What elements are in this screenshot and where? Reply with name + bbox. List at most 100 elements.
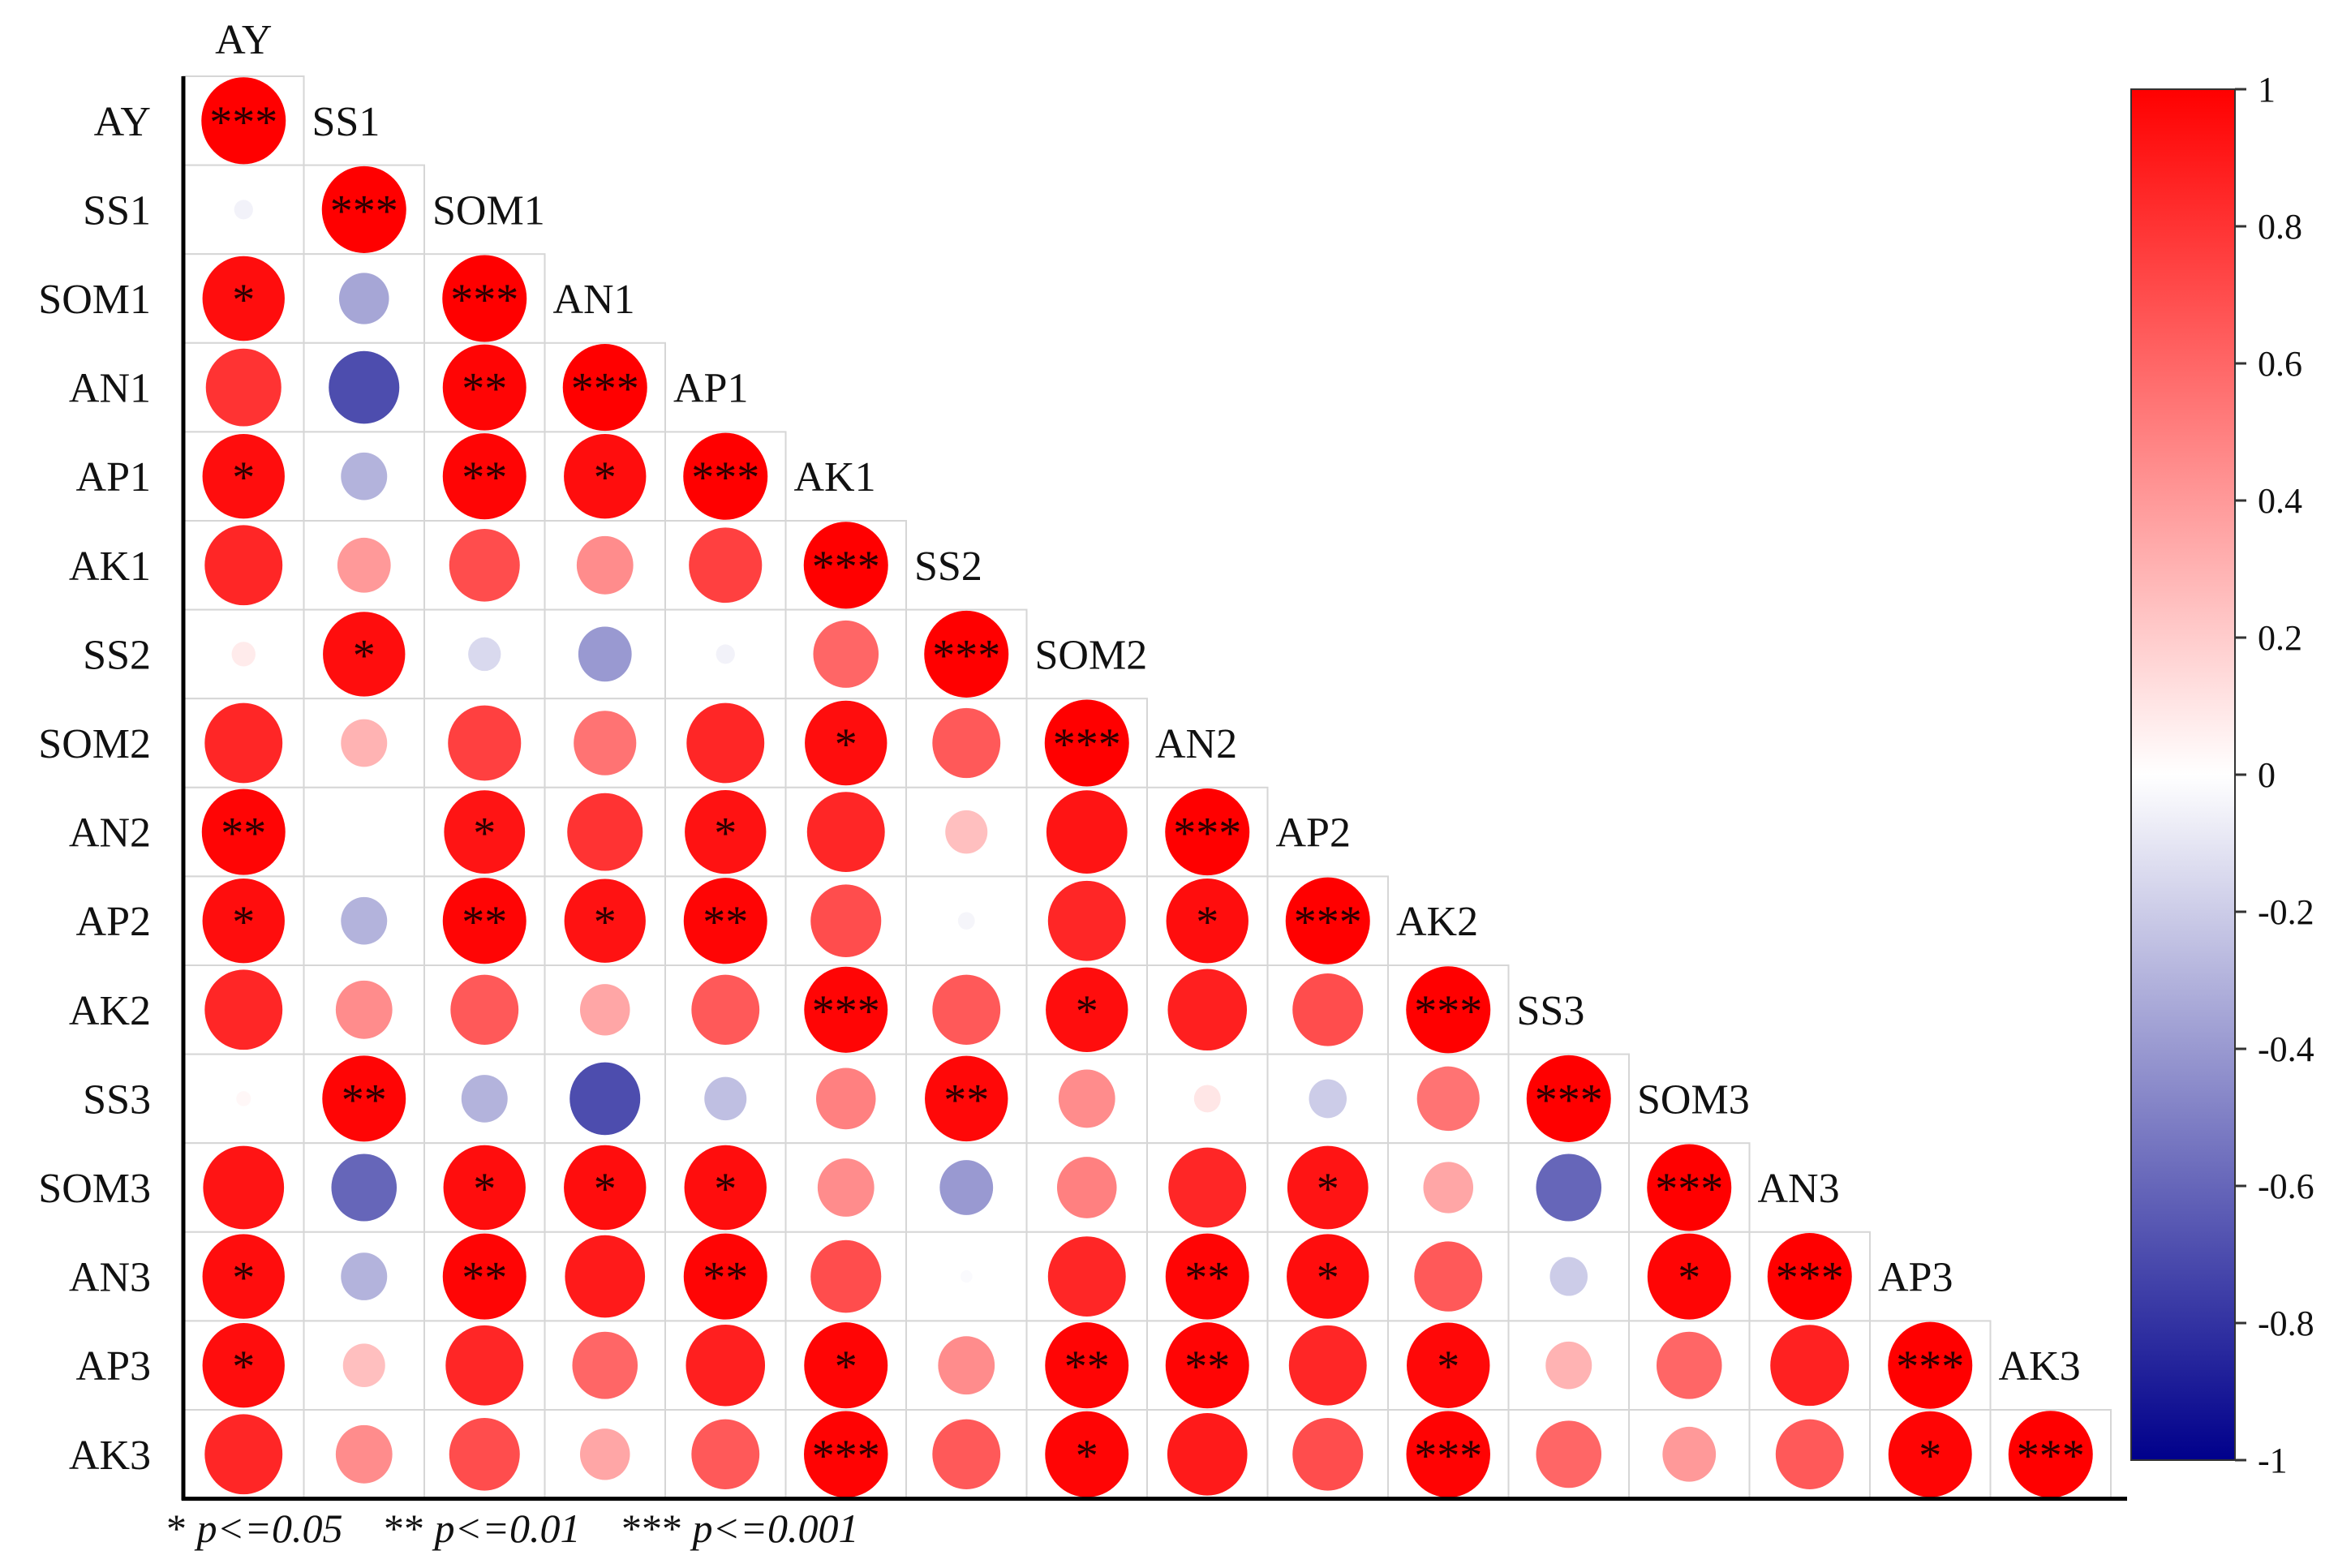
correlation-circle bbox=[685, 1324, 766, 1407]
significance-marker: *** bbox=[1053, 720, 1121, 770]
significance-marker: * bbox=[1437, 1342, 1459, 1392]
correlation-circle bbox=[1647, 1233, 1731, 1320]
correlation-circle bbox=[815, 1068, 876, 1130]
row-label: AP2 bbox=[76, 899, 151, 945]
correlation-circle bbox=[1407, 1322, 1490, 1408]
correlation-circle bbox=[1647, 1144, 1732, 1231]
correlation-circle bbox=[572, 1331, 638, 1399]
correlation-circle bbox=[468, 637, 501, 672]
correlation-circle bbox=[202, 433, 285, 519]
correlation-circle bbox=[1167, 969, 1248, 1051]
significance-marker: * bbox=[473, 1164, 496, 1214]
axes-layer bbox=[181, 76, 2127, 1501]
correlation-circle bbox=[202, 878, 285, 964]
correlation-circle bbox=[960, 1270, 973, 1283]
significance-marker: * bbox=[835, 720, 857, 770]
correlation-circle bbox=[683, 1233, 767, 1320]
correlation-circle bbox=[938, 1336, 995, 1395]
correlation-circle bbox=[685, 789, 767, 874]
significance-marker: * bbox=[232, 897, 255, 947]
correlation-circle bbox=[234, 200, 253, 220]
significance-marker: ** bbox=[943, 1075, 989, 1125]
significance-marker: * bbox=[1196, 897, 1218, 947]
significance-marker: * bbox=[232, 453, 255, 503]
row-label: AP3 bbox=[76, 1343, 151, 1390]
correlation-circle bbox=[1287, 1145, 1369, 1230]
significance-marker: *** bbox=[1414, 1431, 1482, 1481]
correlation-circle bbox=[574, 711, 637, 775]
significance-marker: * bbox=[1076, 1431, 1098, 1481]
correlation-circle bbox=[932, 974, 1001, 1045]
correlation-circle bbox=[1168, 1147, 1247, 1228]
correlation-circle bbox=[1193, 1085, 1221, 1113]
significance-marker: * bbox=[594, 1164, 617, 1214]
significance-marker: * bbox=[1678, 1253, 1700, 1304]
correlation-circle bbox=[1423, 1162, 1474, 1214]
colorbar-rect bbox=[2130, 88, 2236, 1461]
row-label: AP1 bbox=[76, 454, 151, 500]
colorbar-tick-label: 0.6 bbox=[2258, 344, 2302, 384]
column-label: AK2 bbox=[1396, 899, 1478, 945]
correlation-circle bbox=[443, 1145, 526, 1231]
correlation-circle bbox=[1167, 1412, 1248, 1496]
correlation-circle bbox=[442, 255, 527, 342]
correlation-circle bbox=[1285, 877, 1370, 964]
significance-marker: * bbox=[232, 1253, 255, 1304]
colorbar-tick-label: 0.2 bbox=[2258, 618, 2302, 658]
correlation-circle bbox=[442, 433, 526, 520]
correlation-circle bbox=[945, 810, 988, 854]
significance-marker: *** bbox=[1655, 1164, 1723, 1214]
correlation-circle bbox=[569, 1062, 641, 1136]
row-label: AN2 bbox=[69, 810, 151, 857]
row-label: SS2 bbox=[83, 632, 151, 678]
correlation-circle bbox=[204, 969, 283, 1050]
column-label: AY bbox=[215, 17, 272, 63]
significance-legend: * p<=0.05 ** p<=0.01 *** p<=0.001 bbox=[166, 1505, 858, 1552]
significance-marker: * bbox=[714, 1164, 737, 1214]
correlation-circle bbox=[341, 1252, 388, 1300]
correlation-circle bbox=[204, 1414, 283, 1495]
significance-marker: *** bbox=[2017, 1431, 2085, 1481]
significance-marker: ** bbox=[1184, 1253, 1230, 1304]
significance-marker: * bbox=[353, 630, 376, 681]
correlation-circle bbox=[817, 1158, 875, 1217]
correlation-circle bbox=[448, 705, 522, 781]
correlation-circle bbox=[1309, 1079, 1347, 1119]
significance-marker: *** bbox=[812, 986, 880, 1037]
correlation-circle bbox=[1406, 1411, 1490, 1498]
sig-legend-marker-1: * bbox=[166, 1506, 187, 1551]
colorbar-tick-label: -1 bbox=[2258, 1441, 2288, 1480]
correlation-circle bbox=[1046, 790, 1128, 874]
significance-marker: * bbox=[1919, 1431, 1941, 1481]
colorbar-tick-label: -0.4 bbox=[2258, 1029, 2314, 1069]
correlation-circle bbox=[323, 612, 406, 697]
correlation-circle bbox=[1545, 1341, 1592, 1390]
correlation-circle bbox=[204, 525, 283, 606]
correlation-circle bbox=[562, 344, 647, 432]
significance-marker: * bbox=[1076, 986, 1098, 1037]
correlation-circle bbox=[202, 1322, 285, 1408]
colorbar-tick-label: 0.4 bbox=[2258, 481, 2302, 521]
sig-legend-text-3: p<=0.001 bbox=[692, 1506, 859, 1551]
significance-marker: *** bbox=[1535, 1075, 1603, 1125]
significance-marker: * bbox=[835, 1342, 857, 1392]
correlation-circle bbox=[1288, 1325, 1367, 1406]
correlation-circle bbox=[1292, 973, 1364, 1046]
correlation-circle bbox=[335, 1424, 393, 1484]
significance-marker: *** bbox=[450, 275, 518, 325]
correlation-circle bbox=[1662, 1426, 1717, 1482]
correlation-circle bbox=[691, 974, 760, 1045]
significance-marker: *** bbox=[1896, 1342, 1964, 1392]
correlation-circle bbox=[322, 1055, 406, 1142]
correlation-circle bbox=[1287, 1234, 1369, 1319]
correlation-circle bbox=[579, 984, 630, 1036]
row-label: AK2 bbox=[69, 988, 151, 1034]
significance-marker: *** bbox=[1294, 897, 1362, 947]
correlation-circle bbox=[1526, 1055, 1611, 1142]
correlation-circle bbox=[1767, 1233, 1852, 1321]
colorbar-tick-label: -0.2 bbox=[2258, 892, 2314, 932]
correlation-circle bbox=[932, 707, 1001, 779]
colorbar-tick-label: -0.8 bbox=[2258, 1304, 2314, 1343]
correlation-circle bbox=[202, 256, 285, 342]
